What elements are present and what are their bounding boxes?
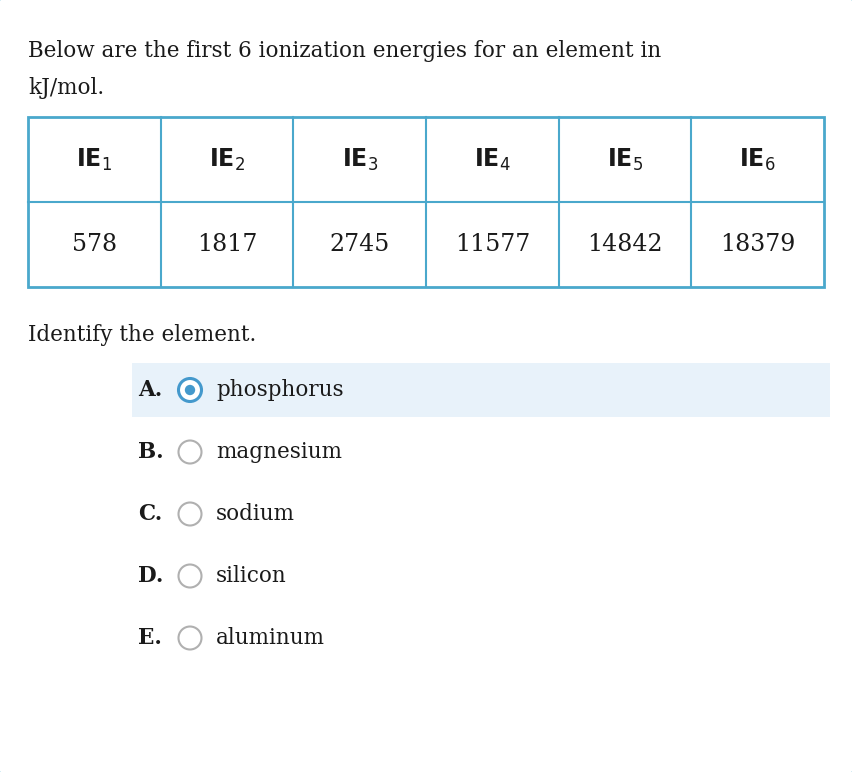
Text: silicon: silicon bbox=[216, 565, 287, 587]
Text: $\mathbf{IE}_{4}$: $\mathbf{IE}_{4}$ bbox=[474, 147, 510, 173]
Text: $\mathbf{IE}_{2}$: $\mathbf{IE}_{2}$ bbox=[209, 147, 245, 173]
Bar bbox=[28, 117, 824, 287]
Text: $\mathbf{IE}_{3}$: $\mathbf{IE}_{3}$ bbox=[342, 147, 377, 173]
Text: Below are the first 6 ionization energies for an element in: Below are the first 6 ionization energie… bbox=[28, 40, 661, 62]
Text: $\mathbf{IE}_{6}$: $\mathbf{IE}_{6}$ bbox=[740, 147, 776, 173]
Circle shape bbox=[185, 384, 195, 395]
Text: kJ/mol.: kJ/mol. bbox=[28, 77, 104, 99]
Circle shape bbox=[179, 564, 202, 587]
Text: $\mathbf{IE}_{1}$: $\mathbf{IE}_{1}$ bbox=[77, 147, 112, 173]
Text: B.: B. bbox=[138, 441, 164, 463]
Text: 578: 578 bbox=[72, 233, 117, 256]
Text: phosphorus: phosphorus bbox=[216, 379, 343, 401]
Text: 2745: 2745 bbox=[330, 233, 390, 256]
Text: Identify the element.: Identify the element. bbox=[28, 324, 256, 346]
Circle shape bbox=[179, 378, 202, 401]
Circle shape bbox=[179, 503, 202, 526]
Circle shape bbox=[179, 627, 202, 649]
Text: A.: A. bbox=[138, 379, 162, 401]
Text: 1817: 1817 bbox=[197, 233, 257, 256]
Bar bbox=[28, 117, 824, 287]
Text: D.: D. bbox=[138, 565, 164, 587]
Text: sodium: sodium bbox=[216, 503, 295, 525]
Text: 14842: 14842 bbox=[587, 233, 663, 256]
Circle shape bbox=[179, 441, 202, 463]
Text: E.: E. bbox=[138, 627, 162, 649]
Bar bbox=[132, 363, 830, 417]
Text: 11577: 11577 bbox=[455, 233, 530, 256]
Text: C.: C. bbox=[138, 503, 162, 525]
Text: aluminum: aluminum bbox=[216, 627, 325, 649]
Text: magnesium: magnesium bbox=[216, 441, 342, 463]
Text: 18379: 18379 bbox=[720, 233, 796, 256]
Text: $\mathbf{IE}_{5}$: $\mathbf{IE}_{5}$ bbox=[607, 147, 643, 173]
